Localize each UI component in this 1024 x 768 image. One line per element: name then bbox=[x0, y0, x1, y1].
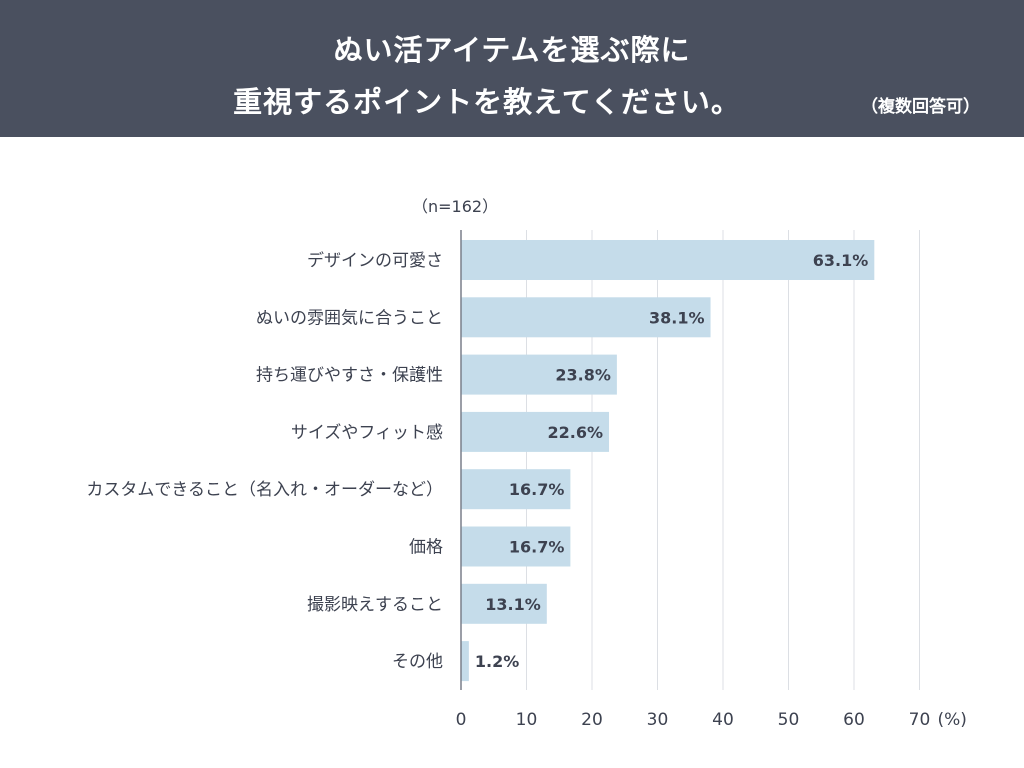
data-label: 13.1% bbox=[485, 595, 541, 614]
category-label: デザインの可愛さ bbox=[307, 250, 443, 271]
bar bbox=[461, 641, 469, 682]
x-tick-label: 40 bbox=[712, 710, 734, 730]
title-banner: ぬい活アイテムを選ぶ際に 重視するポイントを教えてください。 （複数回答可） bbox=[0, 0, 1024, 137]
category-label: 撮影映えすること bbox=[307, 595, 443, 615]
x-tick-label: 0 bbox=[456, 710, 467, 730]
category-label: 持ち運びやすさ・保護性 bbox=[256, 366, 443, 386]
x-tick-label: 20 bbox=[581, 710, 603, 730]
data-label: 23.8% bbox=[555, 366, 611, 385]
bar bbox=[461, 354, 617, 395]
x-tick-label: 10 bbox=[516, 710, 538, 730]
data-label: 16.7% bbox=[509, 538, 565, 557]
bar bbox=[461, 240, 875, 280]
category-label: サイズやフィット感 bbox=[291, 423, 443, 443]
chart-title-line-2: 重視するポイントを教えてください。 bbox=[233, 85, 741, 119]
bar bbox=[461, 583, 547, 624]
data-label: 38.1% bbox=[649, 308, 705, 327]
chart-title-line-1: ぬい活アイテムを選ぶ際に bbox=[333, 33, 691, 67]
data-label: 1.2% bbox=[475, 652, 519, 671]
bar bbox=[461, 526, 571, 567]
category-label: カスタムできること（名入れ・オーダーなど） bbox=[86, 480, 443, 500]
data-label: 22.6% bbox=[548, 423, 604, 442]
category-label: その他 bbox=[392, 652, 443, 672]
x-tick-label: 50 bbox=[778, 710, 800, 730]
sample-size-label: （n=162） bbox=[412, 197, 499, 216]
data-label: 16.7% bbox=[509, 480, 565, 499]
x-tick-label: 70 bbox=[909, 710, 931, 730]
multiple-answer-note: （複数回答可） bbox=[861, 97, 980, 117]
bar bbox=[461, 469, 571, 510]
bar bbox=[461, 411, 610, 452]
data-label: 63.1% bbox=[813, 251, 869, 270]
category-label: ぬいの雰囲気に合うこと bbox=[256, 308, 443, 328]
bar bbox=[461, 297, 711, 338]
x-tick-label: 60 bbox=[843, 710, 865, 730]
x-tick-label: 30 bbox=[647, 710, 669, 730]
category-label: 価格 bbox=[409, 538, 443, 558]
x-axis-unit: (%) bbox=[938, 710, 967, 730]
